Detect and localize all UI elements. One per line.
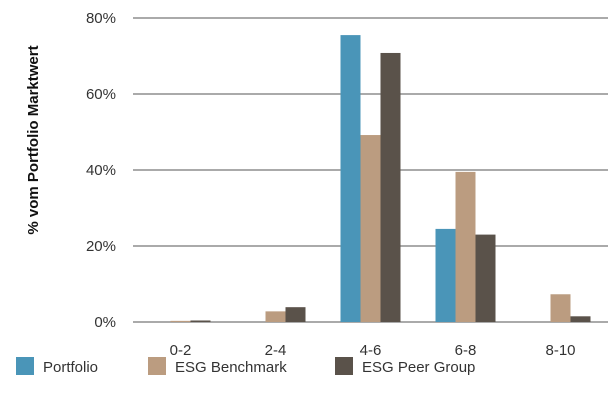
bar	[170, 320, 191, 322]
y-tick-label: 60%	[86, 86, 116, 103]
legend-swatch	[16, 357, 34, 375]
y-axis-title: % vom Portfolio Marktwert	[25, 45, 42, 234]
y-tick-label: 0%	[94, 314, 116, 331]
bar	[435, 228, 456, 322]
bar	[190, 320, 211, 322]
y-tick-label: 40%	[86, 162, 116, 179]
x-tick-label: 4-6	[360, 342, 382, 359]
legend-swatch	[148, 357, 166, 375]
y-axis-tick-labels: 0% 20% 40% 60% 80%	[86, 10, 116, 331]
bar	[570, 316, 591, 322]
bar	[360, 135, 381, 322]
legend-label: Portfolio	[43, 359, 98, 376]
bar	[285, 307, 306, 322]
y-tick-label: 80%	[86, 10, 116, 27]
legend-label: ESG Peer Group	[362, 359, 475, 376]
legend-swatch	[335, 357, 353, 375]
x-axis-tick-labels: 0-2 2-4 4-6 6-8 8-10	[170, 342, 576, 359]
bar	[475, 234, 496, 322]
x-tick-label: 2-4	[265, 342, 287, 359]
bar	[380, 52, 401, 323]
bar	[550, 294, 571, 322]
x-tick-label: 6-8	[455, 342, 477, 359]
legend: Portfolio ESG Benchmark ESG Peer Group	[16, 357, 475, 376]
y-tick-label: 20%	[86, 238, 116, 255]
x-tick-label: 8-10	[545, 342, 575, 359]
bar	[340, 35, 361, 322]
legend-label: ESG Benchmark	[175, 359, 287, 376]
bars	[170, 35, 591, 323]
x-tick-label: 0-2	[170, 342, 192, 359]
bar	[265, 311, 286, 322]
bar	[455, 171, 476, 322]
